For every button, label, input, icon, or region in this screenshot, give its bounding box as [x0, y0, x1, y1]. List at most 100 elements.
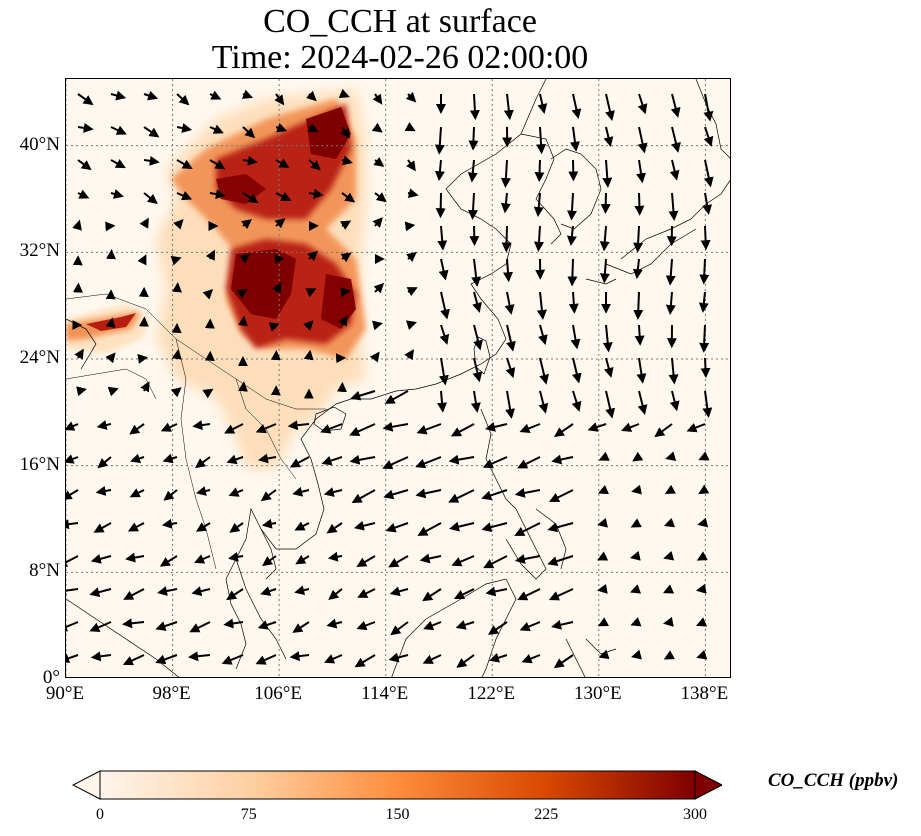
lon-tick-label: 90°E	[45, 683, 85, 704]
wind-arrow	[602, 324, 613, 353]
wind-arrow	[373, 282, 385, 294]
wind-arrow	[105, 317, 116, 329]
wind-arrow	[173, 218, 184, 230]
wind-arrow	[538, 324, 548, 346]
wind-arrow	[202, 288, 214, 300]
wind-arrow	[407, 188, 419, 199]
wind-arrow	[438, 357, 449, 386]
wind-arrow	[327, 551, 343, 562]
wind-arrow	[369, 351, 380, 363]
wind-arrow	[303, 349, 314, 361]
wind-arrow	[437, 390, 448, 413]
wind-arrow	[341, 192, 356, 203]
wind-arrow	[242, 155, 258, 166]
map-panel[interactable]	[65, 78, 731, 678]
wind-arrow	[350, 390, 376, 401]
wind-arrow	[205, 249, 216, 261]
wind-arrow	[489, 652, 508, 663]
wind-arrow	[551, 619, 574, 630]
wind-arrow	[202, 388, 214, 399]
wind-arrow	[238, 381, 248, 392]
wind-arrow	[129, 423, 145, 435]
wind-arrow	[383, 489, 409, 500]
wind-arrow	[405, 91, 417, 103]
wind-arrow	[90, 651, 112, 662]
wind-arrow	[598, 649, 610, 660]
wind-arrow	[295, 554, 310, 565]
wind-arrow	[503, 258, 514, 283]
wind-arrow	[268, 322, 280, 332]
wind-arrow	[506, 324, 516, 352]
wind-arrow	[226, 454, 244, 465]
wind-arrow	[143, 90, 159, 101]
wind-arrow	[155, 654, 178, 665]
wind-arrow	[371, 122, 383, 133]
wind-arrow	[633, 225, 644, 253]
wind-arrow	[669, 390, 680, 412]
wind-arrow	[504, 291, 515, 315]
wind-arrow	[385, 522, 409, 533]
wind-arrow	[416, 423, 442, 435]
wind-arrow	[292, 486, 310, 497]
wind-arrow	[482, 456, 508, 469]
wind-arrow	[303, 320, 314, 331]
wind-arrow	[567, 192, 577, 221]
wind-arrow	[258, 453, 277, 464]
wind-arrow	[603, 357, 614, 378]
wind-arrow	[77, 122, 94, 133]
wind-arrow	[130, 453, 145, 464]
wind-arrow	[551, 454, 574, 465]
wind-arrow	[176, 159, 193, 170]
wind-arrow	[630, 518, 642, 528]
wind-arrow	[97, 456, 112, 469]
wind-arrow	[670, 93, 681, 118]
wind-arrow	[77, 93, 94, 106]
wind-arrow	[702, 390, 713, 418]
wind-arrow	[242, 126, 256, 139]
wind-arrow	[570, 324, 581, 350]
wind-arrow	[448, 454, 475, 465]
wind-arrow	[471, 258, 482, 287]
wind-arrow	[603, 126, 614, 148]
wind-arrow	[536, 291, 547, 320]
wind-arrow	[662, 616, 674, 627]
wind-arrow	[438, 258, 449, 281]
wind-arrow	[500, 159, 511, 188]
wind-arrow	[77, 159, 92, 171]
colorbar-extend-min	[72, 770, 101, 800]
wind-arrow	[533, 192, 544, 217]
wind-arrow	[340, 126, 351, 139]
wind-arrow	[503, 93, 514, 121]
wind-arrow	[66, 653, 79, 664]
wind-arrow	[700, 225, 711, 251]
wind-arrow	[170, 255, 182, 266]
wind-arrow	[600, 192, 611, 215]
wind-arrow	[469, 225, 480, 247]
wind-arrow	[242, 192, 259, 204]
wind-arrow	[241, 89, 254, 99]
wind-arrow	[514, 487, 541, 498]
wind-arrow	[597, 617, 610, 627]
lat-tick-label: 40°N	[19, 133, 60, 155]
lon-tick-label: 122°E	[467, 683, 516, 704]
lon-tick-label: 114°E	[361, 683, 409, 704]
wind-arrow	[372, 320, 383, 331]
wind-arrow	[326, 618, 343, 629]
lat-tick-label: 32°N	[19, 240, 60, 262]
wind-arrow	[356, 620, 376, 631]
wind-arrow	[195, 456, 211, 469]
wind-arrow	[373, 156, 385, 167]
wind-arrow	[191, 586, 211, 597]
wind-arrow	[472, 291, 482, 313]
colorbar-extend-max	[694, 770, 722, 800]
wind-arrow	[356, 555, 376, 567]
lat-tick-label: 8°N	[29, 560, 60, 582]
wind-arrow	[449, 521, 475, 532]
wind-arrow	[287, 420, 310, 431]
wind-arrow	[110, 158, 126, 169]
wind-arrow	[105, 352, 116, 364]
wind-arrow	[630, 617, 642, 627]
title-line-1: CO_CCH at surface	[263, 3, 537, 40]
wind-arrow	[488, 621, 508, 635]
wind-arrow	[275, 122, 288, 133]
